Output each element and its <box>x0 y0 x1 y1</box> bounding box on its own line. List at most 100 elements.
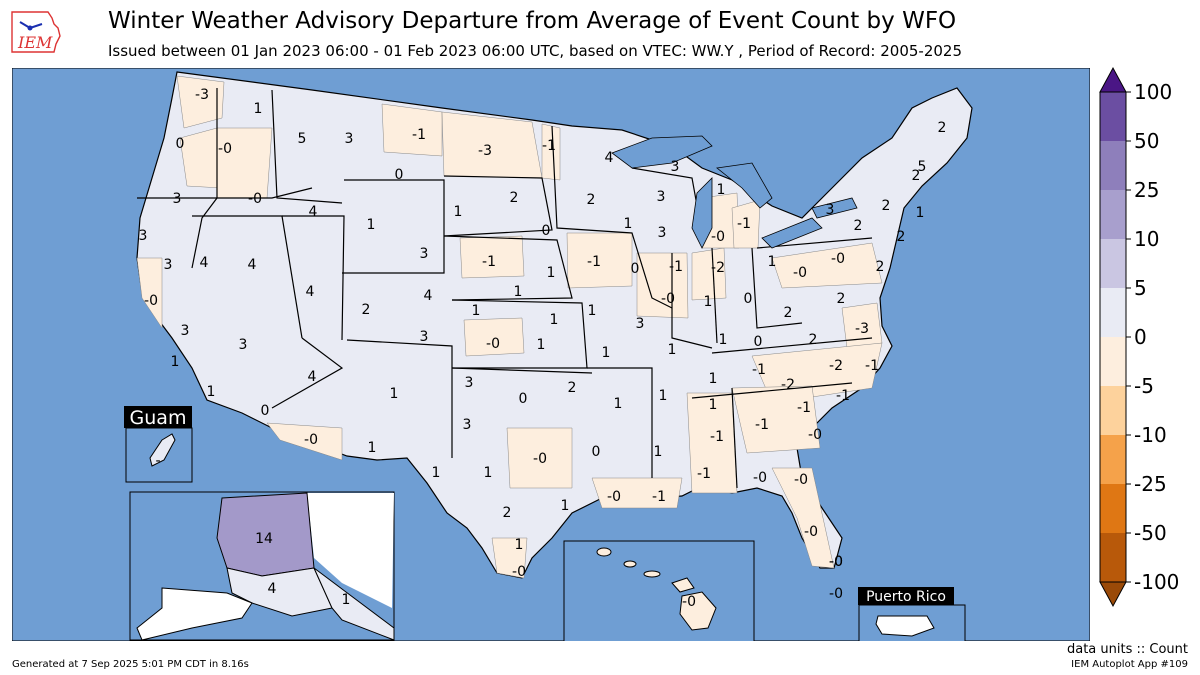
colorbar-bin <box>1100 337 1126 386</box>
wfo-value-lch: -0 <box>607 489 621 505</box>
colorbar-bin <box>1100 288 1126 337</box>
wfo-value-riw: 1 <box>367 217 376 233</box>
wfo-value-rah: -2 <box>829 358 843 374</box>
colorbar-bin <box>1100 533 1126 582</box>
wfo-value-crp: 1 <box>515 537 524 553</box>
wfo-value-gsp: -2 <box>781 377 795 393</box>
wfo-value-hgx: 1 <box>561 498 570 514</box>
wfo-value-tfx: 3 <box>345 131 354 147</box>
wfo-value-ama: 3 <box>465 375 474 391</box>
wfo-value-bgm: 2 <box>854 218 863 234</box>
colorbar-bin <box>1100 141 1126 190</box>
wfo-value-afc: 4 <box>268 581 277 597</box>
wfo-value-tbw: -0 <box>829 554 843 570</box>
puerto-rico-label: Puerto Rico <box>866 589 946 605</box>
wfo-value-twc: -0 <box>304 432 318 448</box>
puerto-rico-inset: Puerto Rico <box>858 587 966 641</box>
wfo-value-eax: 1 <box>588 303 597 319</box>
wfo-value-lzk: 1 <box>614 396 623 412</box>
wfo-value-lot: -1 <box>669 259 683 275</box>
wfo-value-ddc: -0 <box>486 336 500 352</box>
wfo-value-boi: -0 <box>248 191 262 207</box>
wfo-value-gum: - <box>155 453 160 469</box>
wfo-value-gjt: 2 <box>362 302 371 318</box>
wfo-value-mpx: 2 <box>587 192 596 208</box>
wfo-value-mfr: 3 <box>173 191 182 207</box>
wfo-value-lix: -1 <box>652 489 666 505</box>
wfo-value-vef: 3 <box>239 337 248 353</box>
wfo-value-rlx: 2 <box>784 305 793 321</box>
wfo-value-ggw: -1 <box>412 127 426 143</box>
wfo-value-hnx: 3 <box>181 323 190 339</box>
wfo-value-box: 1 <box>916 205 925 221</box>
wfo-value-chs: -0 <box>808 427 822 443</box>
wfo-value-iln: 0 <box>744 291 753 307</box>
wfo-value-ict: 1 <box>537 337 546 353</box>
colorbar-bin <box>1100 239 1126 288</box>
wfo-value-gyx: 5 <box>918 159 927 175</box>
great-lakes <box>611 135 858 249</box>
wfo-value-lox: 1 <box>171 354 180 370</box>
wfo-value-car: 2 <box>938 120 947 136</box>
wfo-value-ffc: -1 <box>755 417 769 433</box>
svg-text:IEM: IEM <box>17 33 53 52</box>
wfo-value-mfl: -0 <box>829 554 843 570</box>
wfo-value-ohx: 1 <box>709 371 718 387</box>
wfo-value-ctp: -0 <box>831 251 845 267</box>
wfo-value-dlh: 4 <box>605 150 614 166</box>
colorbar-extend-bottom <box>1099 581 1127 608</box>
wfo-value-lbf: -1 <box>482 254 496 270</box>
wfo-value-mob: -1 <box>697 466 711 482</box>
wfo-value-cys: 3 <box>420 246 429 262</box>
wfo-value-rev: 4 <box>248 257 257 273</box>
colorbar-tick-label: 5 <box>1134 276 1147 300</box>
wfo-value-eka: 3 <box>139 228 148 244</box>
wfo-value-pqr: 0 <box>176 136 185 152</box>
wfo-value-mqt: 3 <box>671 159 680 175</box>
wfo-value-abq: 1 <box>390 386 399 402</box>
wfo-value-buf: 3 <box>826 202 835 218</box>
wfo-value-rnk: 2 <box>809 332 818 348</box>
wfo-value-dmx: -1 <box>587 254 601 270</box>
page-subtitle: Issued between 01 Jan 2023 06:00 - 01 Fe… <box>108 42 963 60</box>
wfo-value-tae: -0 <box>753 470 767 486</box>
wfo-value-otx: 1 <box>254 101 263 117</box>
wfo-value-maf: 1 <box>432 465 441 481</box>
wfo-value-lsx: 3 <box>636 316 645 332</box>
hawaii-inset <box>563 540 755 641</box>
colorbar-bin <box>1100 435 1126 484</box>
wfo-value-bis: -3 <box>478 143 492 159</box>
wfo-value-key: -0 <box>829 586 843 602</box>
wfo-value-hfo: -0 <box>682 594 696 610</box>
wfo-value-ewx: 2 <box>503 505 512 521</box>
wfo-value-oax: 1 <box>547 265 556 281</box>
wfo-value-ajk: 1 <box>342 592 351 608</box>
colorbar-bin <box>1100 190 1126 239</box>
wfo-value-btv: 2 <box>912 168 921 184</box>
wfo-value-bou: 4 <box>424 288 433 304</box>
wfo-value-top: 1 <box>550 312 559 328</box>
wfo-value-oun: 0 <box>519 391 528 407</box>
wfo-value-mlb: -0 <box>804 524 818 540</box>
wfo-value-jkl: 0 <box>754 334 763 350</box>
wfo-value-shv: 0 <box>592 444 601 460</box>
wfo-value-iwx: -2 <box>711 260 725 276</box>
colorbar-segments <box>1099 66 1127 608</box>
wfo-value-fsd: 0 <box>542 223 551 239</box>
wfo-value-lwx: 2 <box>837 291 846 307</box>
wfo-value-byz: 0 <box>395 167 404 183</box>
wfo-value-psr: 0 <box>261 403 270 419</box>
wfo-value-pub: 3 <box>420 329 429 345</box>
wfo-value-bmx: -1 <box>710 429 724 445</box>
wfo-value-dtx: -1 <box>737 216 751 232</box>
colorbar-tick-label: 25 <box>1134 178 1159 202</box>
colorbar-tick-label: -5 <box>1134 374 1154 398</box>
wfo-value-grr: -0 <box>711 229 725 245</box>
wfo-value-cae: -1 <box>797 400 811 416</box>
colorbar-bin <box>1100 92 1126 141</box>
wfo-value-arx: 1 <box>624 216 633 232</box>
colorbar-bin <box>1100 386 1126 435</box>
wfo-value-tsa: 2 <box>568 380 577 396</box>
